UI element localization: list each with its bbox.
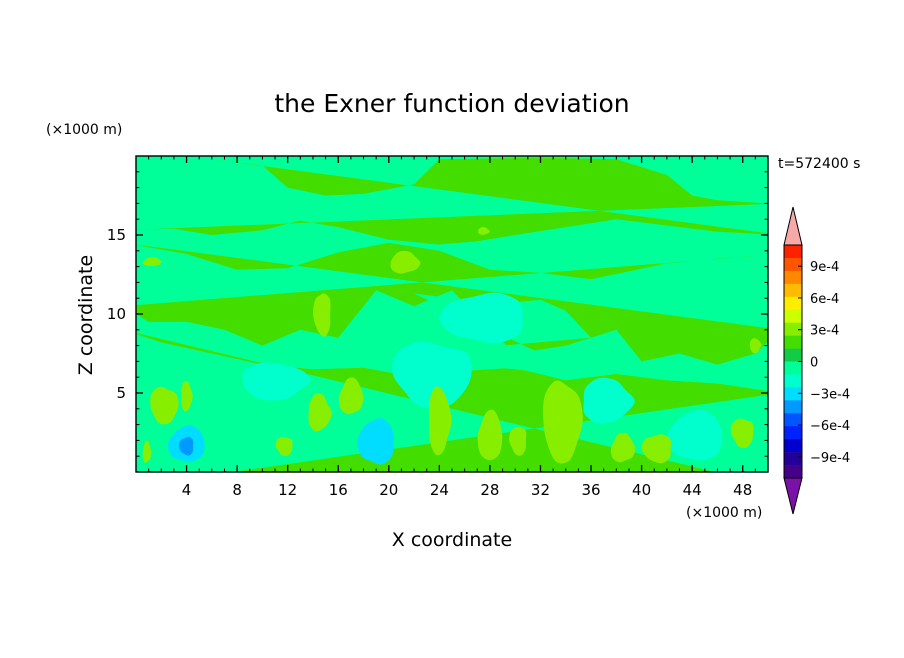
x-tick-label: 44 <box>683 481 702 499</box>
x-tick-label: 24 <box>430 481 449 499</box>
colorbar-segment <box>784 374 802 388</box>
colorbar-label: 0 <box>810 356 818 371</box>
colorbar-over-triangle <box>783 206 803 246</box>
colorbar-segment <box>784 361 802 375</box>
field-region-weak_positive <box>150 386 179 425</box>
field-region-weak_positive <box>750 338 762 354</box>
colorbar-segment <box>784 452 802 466</box>
colorbar-segment <box>784 322 802 336</box>
field-gap-right <box>717 263 768 320</box>
field-region-weak_positive <box>338 377 364 415</box>
field-region-weak_positive <box>181 380 193 412</box>
field-region-weak_positive <box>730 418 754 449</box>
x-tick-label: 16 <box>329 481 348 499</box>
x-tick-label: 40 <box>632 481 651 499</box>
field-region-strong_negative <box>178 436 194 456</box>
colorbar-under-triangle <box>783 477 803 515</box>
colorbar-label: −9e-4 <box>810 451 850 466</box>
x-tick-label: 20 <box>379 481 398 499</box>
field-region-weak_positive <box>142 440 152 463</box>
field-region-weak_positive <box>308 393 332 432</box>
field-region-weak_positive <box>275 436 293 457</box>
field-region-weak_negative <box>583 377 635 424</box>
x-tick-label: 48 <box>733 481 752 499</box>
field-region-weak_positive <box>543 380 583 464</box>
field-region-weak_positive <box>428 386 452 456</box>
colorbar-segment <box>784 270 802 285</box>
x-tick-label: 28 <box>480 481 499 499</box>
y-axis-label: Z coordinate <box>75 255 97 375</box>
field-region-weak_negative <box>242 362 311 401</box>
colorbar-label: 9e-4 <box>810 260 839 275</box>
field-region-weak_negative <box>667 410 723 461</box>
colorbar: 9e-4 6e-4 3e-4 0 −3e-4 −6e-4 −9e-4 <box>783 206 850 515</box>
colorbar-segment <box>784 257 802 272</box>
y-unit-label: (×1000 m) <box>46 122 122 138</box>
x-tick-label: 12 <box>278 481 297 499</box>
x-tick-label: 36 <box>581 481 600 499</box>
x-tick-label: 32 <box>531 481 550 499</box>
field-region-moderate_negative <box>357 418 394 465</box>
colorbar-segment <box>784 439 802 453</box>
x-axis-label: X coordinate <box>392 529 512 551</box>
field-region-weak_positive <box>477 409 503 461</box>
contour-field <box>136 156 768 472</box>
colorbar-label: −3e-4 <box>810 387 850 402</box>
colorbar-segment <box>784 413 802 427</box>
field-region-weak_positive <box>313 293 331 337</box>
field-upper-band <box>136 157 768 245</box>
field-region-weak_positive <box>641 434 671 464</box>
colorbar-label: 3e-4 <box>810 324 839 339</box>
colorbar-segment <box>784 335 802 349</box>
y-tick-label: 15 <box>107 226 126 244</box>
y-tick-label: 5 <box>116 384 126 402</box>
colorbar-segment <box>784 400 802 414</box>
field-region-weak_positive <box>509 426 527 456</box>
field-region-weak_negative <box>392 341 472 409</box>
colorbar-label: −6e-4 <box>810 419 850 434</box>
x-tick-label: 4 <box>182 481 192 499</box>
field-region-weak_positive <box>390 250 421 274</box>
colorbar-segment <box>784 387 802 401</box>
time-label: t=572400 s <box>778 156 860 172</box>
field-middle-band <box>136 242 768 365</box>
colorbar-segment <box>784 426 802 440</box>
colorbar-segment <box>784 465 802 479</box>
colorbar-segment <box>784 245 802 259</box>
colorbar-segment <box>784 296 802 311</box>
x-tick-label: 8 <box>232 481 242 499</box>
field-region-weak_positive <box>610 432 636 463</box>
field-region-weak_negative <box>439 292 523 344</box>
field-region-weak_positive <box>142 257 162 266</box>
colorbar-label: 6e-4 <box>810 292 839 307</box>
colorbar-segment <box>784 309 802 323</box>
x-unit-label: (×1000 m) <box>686 505 762 521</box>
colorbar-segment <box>784 348 802 362</box>
field-region-weak_positive <box>478 227 490 235</box>
colorbar-segment <box>784 283 802 298</box>
y-tick-label: 10 <box>107 305 126 323</box>
chart-title: the Exner function deviation <box>274 89 629 118</box>
